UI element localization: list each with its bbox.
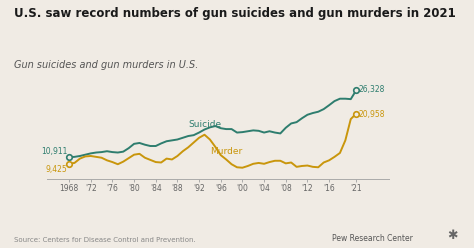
Text: 9,425: 9,425	[46, 165, 67, 174]
Text: U.S. saw record numbers of gun suicides and gun murders in 2021: U.S. saw record numbers of gun suicides …	[14, 7, 456, 20]
Text: 20,958: 20,958	[359, 110, 385, 120]
Text: Gun suicides and gun murders in U.S.: Gun suicides and gun murders in U.S.	[14, 60, 199, 69]
Text: Suicide: Suicide	[188, 120, 221, 129]
Text: Murder: Murder	[210, 147, 242, 156]
Text: Pew Research Center: Pew Research Center	[332, 234, 413, 243]
Text: Source: Centers for Disease Control and Prevention.: Source: Centers for Disease Control and …	[14, 237, 196, 243]
Text: ✱: ✱	[447, 229, 457, 242]
Text: 10,911: 10,911	[41, 147, 67, 155]
Text: 26,328: 26,328	[359, 85, 385, 93]
